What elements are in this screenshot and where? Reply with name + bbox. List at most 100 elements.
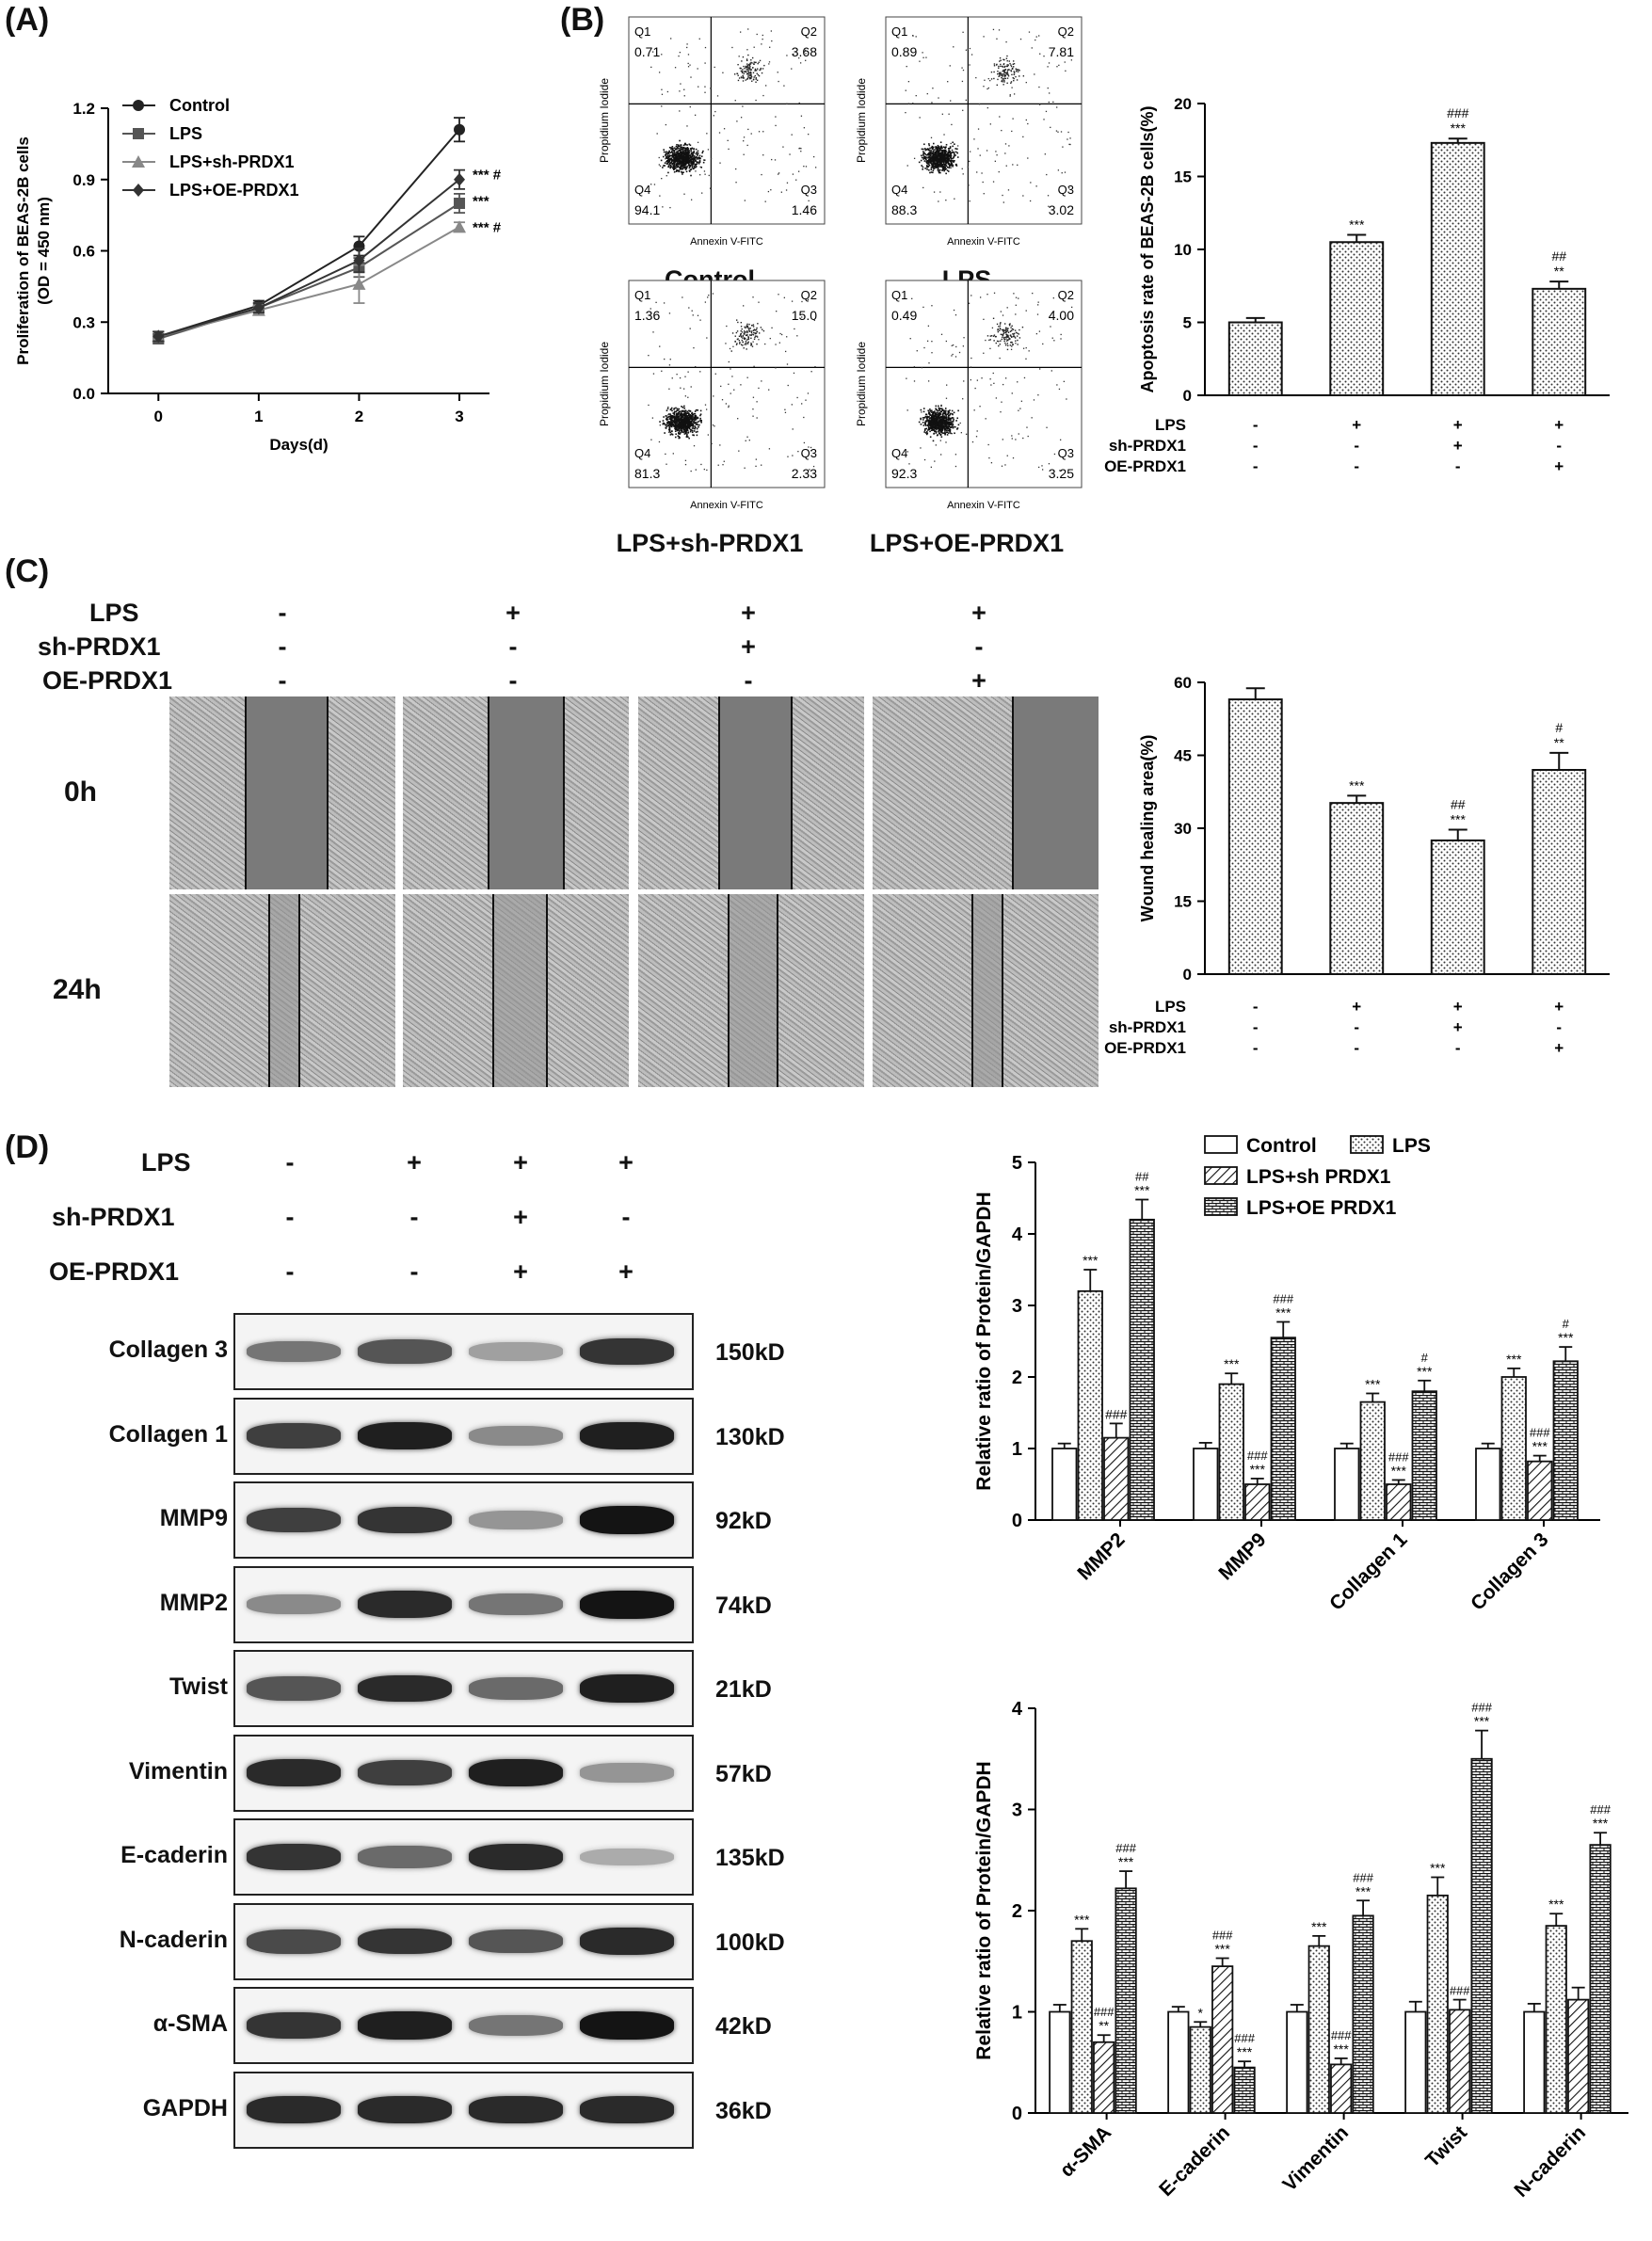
flow-dot	[997, 329, 999, 331]
flow-dot	[676, 424, 678, 426]
flow-dot	[929, 408, 931, 410]
flow-dot	[684, 409, 687, 412]
flow-dot	[941, 417, 944, 419]
flow-dot	[679, 376, 682, 379]
flow-dot	[1017, 381, 1018, 383]
flow-dot	[955, 345, 957, 348]
flow-dot	[672, 424, 674, 426]
flow-dot	[945, 397, 948, 399]
flow-dot	[669, 359, 671, 360]
flow-dot	[748, 67, 750, 69]
flow-dot	[950, 142, 952, 145]
flow-dot	[682, 152, 685, 155]
flow-dots	[648, 293, 816, 472]
x-tick-label: MMP9	[1214, 1529, 1270, 1584]
bar	[1129, 1218, 1155, 1521]
flow-dot	[690, 424, 692, 427]
flow-dot	[983, 36, 985, 38]
flow-dot	[670, 418, 673, 421]
flow-dot	[680, 146, 682, 148]
flow-dot	[1002, 78, 1004, 80]
flow-dot	[737, 63, 739, 66]
flow-dot	[945, 417, 947, 420]
legend-label: LPS	[1392, 1135, 1431, 1157]
flow-dot	[696, 434, 698, 437]
flow-dot	[741, 76, 743, 79]
flow-dot	[691, 424, 694, 427]
flow-dot	[668, 164, 670, 166]
flow-dot	[695, 152, 698, 155]
flow-dot	[1015, 70, 1018, 72]
flow-dot	[928, 424, 930, 427]
significance-star: ***	[1250, 1462, 1266, 1477]
flow-dot	[989, 339, 991, 341]
flow-dot	[1031, 47, 1033, 49]
flow-dot	[920, 418, 922, 421]
flow-dot	[680, 156, 682, 158]
significance-star: ###	[1105, 1406, 1128, 1421]
flow-dot	[690, 174, 692, 177]
flow-dot	[770, 189, 772, 191]
flow-dot	[932, 419, 935, 422]
flow-dot	[686, 429, 689, 432]
x-tick-label: Collagen 3	[1467, 1529, 1552, 1614]
flow-dot	[1010, 335, 1012, 337]
flow-dot	[692, 158, 695, 161]
flow-dot	[704, 62, 706, 64]
flow-dot	[696, 416, 698, 418]
flow-dot	[950, 422, 952, 424]
flow-dot	[1007, 344, 1009, 346]
flow-dot	[951, 123, 953, 126]
flow-dot	[791, 404, 793, 406]
flow-dot	[667, 416, 670, 418]
flow-dot	[945, 441, 947, 443]
flow-dot	[685, 153, 688, 156]
flow-dot	[808, 446, 810, 448]
quad-value-q2: 7.81	[1049, 44, 1074, 59]
flow-dot	[930, 149, 932, 152]
flow-dot	[677, 156, 679, 159]
flow-dot	[758, 131, 761, 133]
flow-dot	[956, 152, 959, 154]
flow-dot	[975, 76, 977, 79]
flow-dot	[928, 419, 930, 422]
flow-dot	[674, 159, 677, 162]
quad-value-q4: 94.1	[634, 202, 660, 217]
flow-dot	[678, 427, 680, 430]
flow-dot	[688, 418, 691, 420]
flow-dot	[1005, 333, 1008, 336]
flow-dot	[692, 152, 695, 154]
flow-dot	[1001, 76, 1002, 79]
flow-dot	[798, 148, 800, 150]
flow-dot	[947, 151, 950, 153]
flow-dot	[688, 426, 691, 429]
flow-dot	[695, 424, 698, 425]
flow-dot	[1013, 335, 1015, 338]
flow-dot	[922, 408, 925, 409]
flow-dot	[792, 173, 794, 175]
flow-dot	[1006, 65, 1009, 68]
bar	[1218, 1383, 1244, 1521]
flow-dot	[942, 424, 945, 425]
flow-dot	[679, 110, 681, 112]
flow-dot	[675, 165, 677, 168]
flow-dot	[678, 159, 680, 161]
flow-dot	[714, 66, 715, 69]
flow-dot	[681, 431, 683, 433]
flow-dot	[1038, 330, 1041, 332]
flow-dot	[954, 151, 957, 153]
flow-dot	[670, 154, 672, 157]
flow-dot	[937, 144, 939, 147]
proliferation-line-chart: 0.00.30.60.91.20 1 2 3Days(d)Proliferation …	[14, 96, 502, 454]
flow-dot	[751, 80, 753, 82]
flow-dot	[924, 157, 927, 160]
condition-label: OE-PRDX1	[49, 1257, 180, 1286]
flow-dot	[683, 166, 686, 168]
flow-dot	[1003, 71, 1005, 72]
condition-label: sh-PRDX1	[1109, 437, 1186, 455]
flow-dot	[678, 170, 681, 173]
flow-dot	[998, 344, 1000, 347]
flow-x-axis-label: Annexin V-FITC	[690, 500, 763, 511]
flow-dot	[947, 412, 950, 415]
flow-dot	[939, 156, 941, 159]
